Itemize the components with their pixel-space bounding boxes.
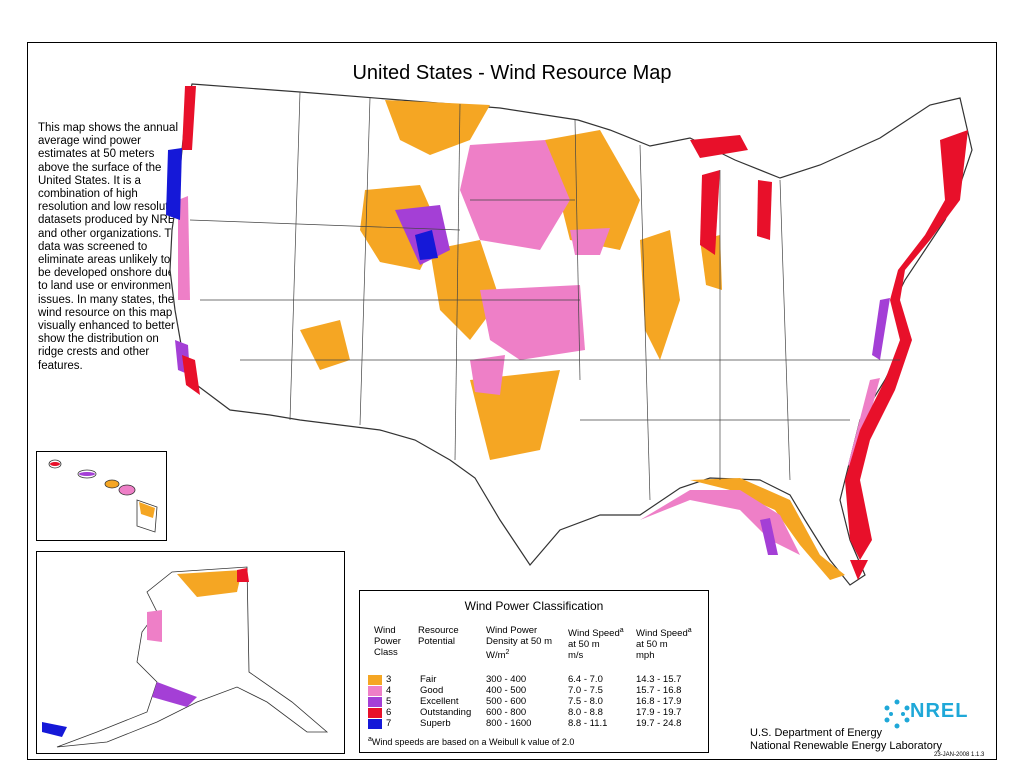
map-title: United States - Wind Resource Map <box>352 62 672 84</box>
legend-row-excellent: 5 Excellent 500 - 600 7.5 - 8.0 16.8 - 1… <box>368 697 708 707</box>
alaska-map <box>42 566 329 748</box>
fair-swatch <box>368 675 382 685</box>
credits-line-nrel: National Renewable Energy Laboratory <box>750 740 943 752</box>
hawaii-inset <box>36 451 167 541</box>
legend-header-density: Wind Power Density at 50 m W/m2 <box>486 625 552 662</box>
legend-header-speed-ms: Wind Speeda at 50 m m/s <box>568 627 624 662</box>
outstanding-class-areas <box>182 86 968 580</box>
legend-footnote: aWind speeds are based on a Weibull k va… <box>368 736 575 747</box>
legend-header-potential: Resource Potential <box>418 625 459 647</box>
superb-class-areas <box>166 148 438 260</box>
legend-header-speed-mph: Wind Speeda at 50 m mph <box>636 627 692 662</box>
nrel-logo: NREL <box>884 698 979 730</box>
superb-swatch <box>368 719 382 729</box>
datestamp: 23-JAN-2008 1.1.3 <box>934 752 985 758</box>
legend-row-good: 4 Good 400 - 500 7.0 - 7.5 15.7 - 16.8 <box>368 686 708 696</box>
legend-title: Wind Power Classification <box>464 599 604 613</box>
state-borders <box>189 91 900 501</box>
legend: Wind Power Classification Wind Power Cla… <box>359 590 709 753</box>
good-swatch <box>368 686 382 696</box>
excellent-swatch <box>368 697 382 707</box>
hawaii-map <box>48 459 158 533</box>
alaska-inset <box>36 551 345 754</box>
nrel-sun-icon <box>884 699 910 729</box>
map-frame <box>27 42 997 760</box>
credits-line-doe: U.S. Department of Energy <box>750 727 883 739</box>
legend-row-fair: 3 Fair 300 - 400 6.4 - 7.0 14.3 - 15.7 <box>368 675 708 685</box>
credits: U.S. Department of Energy National Renew… <box>750 727 942 753</box>
map-description: This map shows the annual average wind p… <box>38 122 185 372</box>
legend-row-outstanding: 6 Outstanding 600 - 800 8.0 - 8.8 17.9 -… <box>368 708 708 718</box>
legend-header-class: Wind Power Class <box>374 625 401 658</box>
outstanding-swatch <box>368 708 382 718</box>
legend-row-superb: 7 Superb 800 - 1600 8.8 - 11.1 19.7 - 24… <box>368 719 708 729</box>
